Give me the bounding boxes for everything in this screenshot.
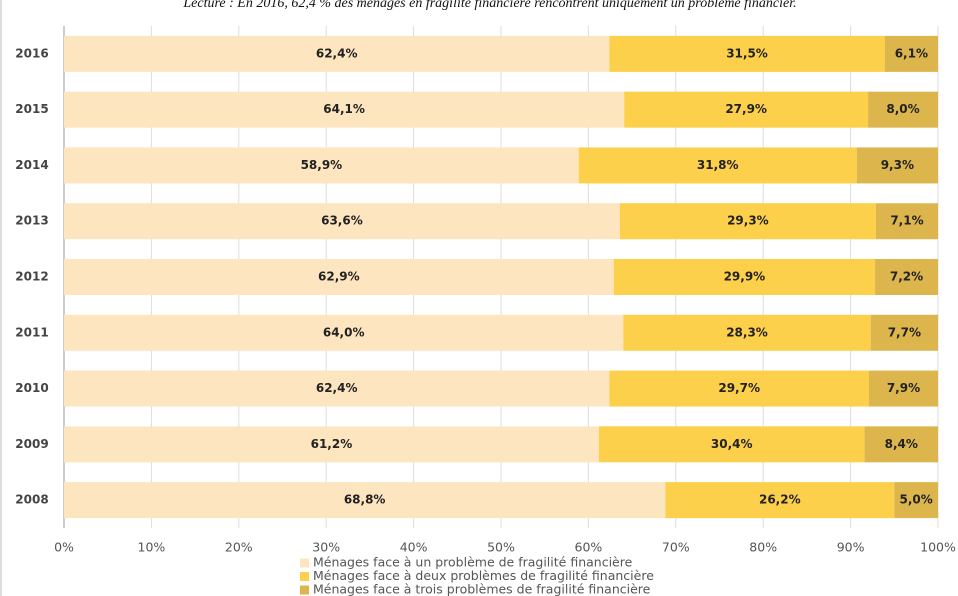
data-label: 30,4% [711, 437, 753, 451]
data-label: 64,1% [323, 102, 365, 116]
x-tick-label: 20% [225, 540, 253, 555]
data-label: 63,6% [321, 214, 363, 228]
chart-subtitle: Lecture : En 2016, 62,4 % des ménages en… [182, 0, 796, 11]
bar-segment [613, 259, 876, 295]
data-label: 31,8% [697, 158, 739, 172]
x-tick-label: 90% [837, 540, 865, 555]
bar-segment [864, 426, 938, 463]
bar-segment [64, 314, 624, 351]
bar-segment [870, 314, 938, 351]
y-tick-label: 2012 [15, 270, 48, 284]
bar-segment [875, 203, 938, 240]
bar-segment [868, 91, 938, 128]
x-tick-label: 30% [312, 540, 340, 555]
data-label: 62,4% [316, 46, 358, 60]
x-tick-label: 80% [749, 540, 777, 555]
bar-segment [64, 203, 620, 240]
bar-segment [64, 426, 599, 463]
data-label: 7,1% [890, 214, 923, 228]
x-tick-label: 0% [54, 540, 74, 555]
bar-segment [64, 91, 625, 128]
bar-segment [609, 370, 869, 407]
data-label: 61,2% [311, 437, 353, 451]
data-label: 29,9% [724, 270, 766, 284]
data-label: 29,7% [718, 381, 760, 395]
bar-segment [578, 147, 857, 184]
data-label: 27,9% [725, 102, 767, 116]
data-label: 68,8% [344, 493, 386, 507]
bar-segment [894, 482, 938, 519]
bar-segment [64, 147, 579, 184]
data-label: 8,4% [885, 437, 918, 451]
y-tick-label: 2013 [15, 214, 48, 228]
bar-segment [64, 259, 614, 295]
legend-label: Ménages face à deux problèmes de fragili… [313, 568, 654, 583]
data-label: 7,7% [888, 325, 921, 339]
bar-segment [875, 259, 938, 295]
data-label: 58,9% [301, 158, 343, 172]
bar-segment [64, 35, 610, 72]
y-tick-label: 2016 [15, 46, 48, 60]
bar-segment [609, 35, 885, 72]
data-label: 6,1% [895, 46, 928, 60]
data-label: 62,9% [318, 270, 360, 284]
legend-label: Ménages face à un problème de fragilité … [313, 555, 633, 570]
bar-segment [884, 35, 938, 72]
data-label: 26,2% [759, 493, 801, 507]
x-tick-label: 60% [575, 540, 603, 555]
data-label: 8,0% [886, 102, 919, 116]
y-tick-label: 2010 [15, 381, 48, 395]
data-label: 64,0% [323, 325, 365, 339]
data-label: 62,4% [316, 381, 358, 395]
y-tick-label: 2011 [15, 325, 48, 339]
bar-segment [64, 370, 610, 407]
bar-segment [619, 203, 876, 240]
y-tick-label: 2015 [15, 102, 48, 116]
bar-segment [623, 314, 871, 351]
x-tick-label: 50% [487, 540, 515, 555]
data-label: 7,9% [887, 381, 920, 395]
x-tick-label: 70% [662, 540, 690, 555]
data-label: 7,2% [890, 270, 923, 284]
bar-segment [624, 91, 869, 128]
data-label: 29,3% [727, 214, 769, 228]
legend-swatch [300, 572, 309, 581]
bar-segment [598, 426, 865, 463]
data-label: 5,0% [900, 493, 933, 507]
y-tick-label: 2014 [15, 158, 48, 172]
legend-swatch [300, 585, 309, 595]
bar-segment [64, 482, 666, 519]
x-tick-label: 10% [138, 540, 166, 555]
x-tick-label: 40% [400, 540, 428, 555]
y-tick-label: 2008 [15, 493, 48, 507]
x-tick-label: 100% [920, 540, 956, 555]
data-label: 9,3% [881, 158, 914, 172]
bar-segment [868, 370, 938, 407]
bar-segment [856, 147, 938, 184]
legend-label: Ménages face à trois problèmes de fragil… [313, 582, 651, 596]
y-tick-label: 2009 [15, 437, 48, 451]
data-label: 31,5% [726, 46, 768, 60]
bar-segment [665, 482, 895, 519]
legend-swatch [300, 558, 309, 568]
data-label: 28,3% [726, 325, 768, 339]
